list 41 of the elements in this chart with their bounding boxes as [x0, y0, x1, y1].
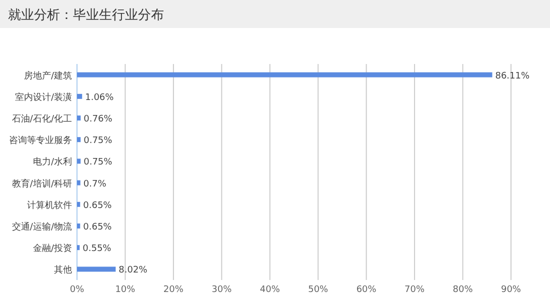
bar [77, 72, 492, 78]
x-tick-label: 80% [452, 285, 474, 295]
data-label: 0.7% [83, 179, 107, 190]
y-tick-label: 其他 [54, 264, 72, 276]
y-tick-label: 咨询等专业服务 [9, 135, 72, 146]
data-label: 0.55% [82, 244, 112, 254]
x-tick-label: 30% [212, 285, 232, 295]
y-tick-label: 教育/培训/科研 [12, 178, 72, 190]
bar [77, 266, 116, 272]
bar [77, 202, 80, 207]
x-tick-label: 0% [70, 285, 85, 295]
y-tick-label: 室内设计/装潢 [14, 92, 72, 103]
data-label: 0.75% [84, 158, 113, 168]
bar [77, 224, 80, 228]
x-tick-label: 90% [500, 285, 522, 295]
bar [77, 94, 82, 99]
y-tick-label: 电力/水利 [32, 156, 72, 168]
x-tick-label: 10% [115, 285, 136, 295]
bar [77, 137, 81, 142]
data-label: 0.75% [84, 136, 113, 146]
bar [77, 158, 81, 164]
y-tick-label: 计算机软件 [27, 200, 72, 211]
x-tick-label: 50% [308, 285, 329, 295]
y-tick-label: 金融/投资 [32, 243, 72, 254]
data-label: 86.11% [495, 71, 530, 82]
x-tick-label: 40% [260, 285, 280, 295]
bar [77, 180, 80, 186]
y-tick-label: 石油/石化/化工 [12, 114, 72, 124]
data-label: 0.65% [83, 200, 112, 211]
x-tick-label: 60% [356, 285, 377, 295]
x-tick-label: 20% [163, 285, 184, 295]
y-tick-label: 房地产/建筑 [24, 70, 72, 82]
data-label: 1.06% [85, 92, 114, 103]
y-tick-label: 交通/运输/物流 [12, 222, 72, 232]
data-label: 0.65% [83, 222, 112, 232]
chart-title: 就业分析：毕业生行业分布 [8, 8, 164, 23]
x-tick-label: 70% [404, 285, 425, 295]
data-label: 0.76% [84, 114, 113, 124]
bar [77, 245, 80, 250]
data-label: 8.02% [118, 266, 148, 276]
bar [77, 116, 81, 120]
